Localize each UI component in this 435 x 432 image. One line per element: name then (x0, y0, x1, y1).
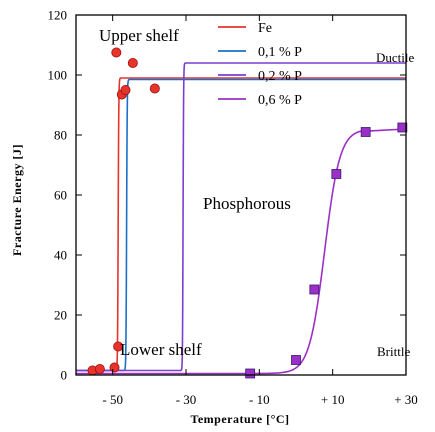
x-axis-title: Temperature [°C] (190, 412, 289, 426)
series-line-0-6-p (76, 128, 407, 375)
series-line-0-1-p (76, 78, 406, 372)
data-point-fe (127, 58, 138, 69)
data-point-0-6-p (360, 127, 371, 137)
annotation-phosphorous: Phosphorous (203, 194, 291, 213)
y-tick-label: 60 (54, 188, 67, 203)
y-tick-label: 120 (48, 8, 68, 23)
annotation-upper-shelf: Upper shelf (99, 26, 179, 45)
data-point-0-6-p (397, 122, 408, 133)
data-point-fe (120, 85, 131, 96)
data-point-fe (94, 363, 105, 374)
data-point-fe (109, 362, 120, 373)
curves-layer (76, 62, 407, 375)
y-tick-label: 40 (54, 248, 67, 263)
legend-label-0-1-p: 0,1 % P (258, 45, 302, 60)
legend-label-fe: Fe (258, 21, 272, 36)
x-tick-label: - 50 (102, 392, 123, 407)
x-tick-label: + 30 (394, 392, 418, 407)
legend-label-0-2-p: 0,2 % P (258, 69, 302, 84)
markers-layer (87, 47, 408, 379)
data-point-fe (111, 47, 122, 58)
y-tick-label: 20 (54, 308, 67, 323)
data-point-fe (113, 341, 124, 352)
data-point-0-6-p (291, 355, 301, 365)
y-axis-title: Fracture Energy [J] (10, 144, 24, 256)
ticks-layer: - 50 - 30 - 10 + 10 + 30 0 20 40 60 80 100 120 (48, 8, 418, 408)
data-point-0-6-p (245, 368, 256, 379)
y-tick-label: 80 (54, 128, 67, 143)
data-point-0-6-p (309, 284, 320, 295)
annotation-brittle: Brittle (377, 344, 410, 359)
data-point-fe (149, 83, 160, 94)
annotation-ductile: Ductile (376, 50, 414, 65)
annotation-lower-shelf: Lower shelf (120, 340, 202, 359)
x-tick-label: + 10 (321, 392, 345, 407)
y-tick-label: 100 (48, 68, 68, 83)
data-point-0-6-p (331, 169, 342, 179)
x-tick-label: - 10 (249, 392, 270, 407)
legend: Fe 0,1 % P 0,2 % P 0,6 % P (218, 21, 302, 108)
legend-label-0-6-p: 0,6 % P (258, 93, 302, 108)
y-tick-label: 0 (61, 368, 68, 383)
x-tick-label: - 30 (176, 392, 197, 407)
